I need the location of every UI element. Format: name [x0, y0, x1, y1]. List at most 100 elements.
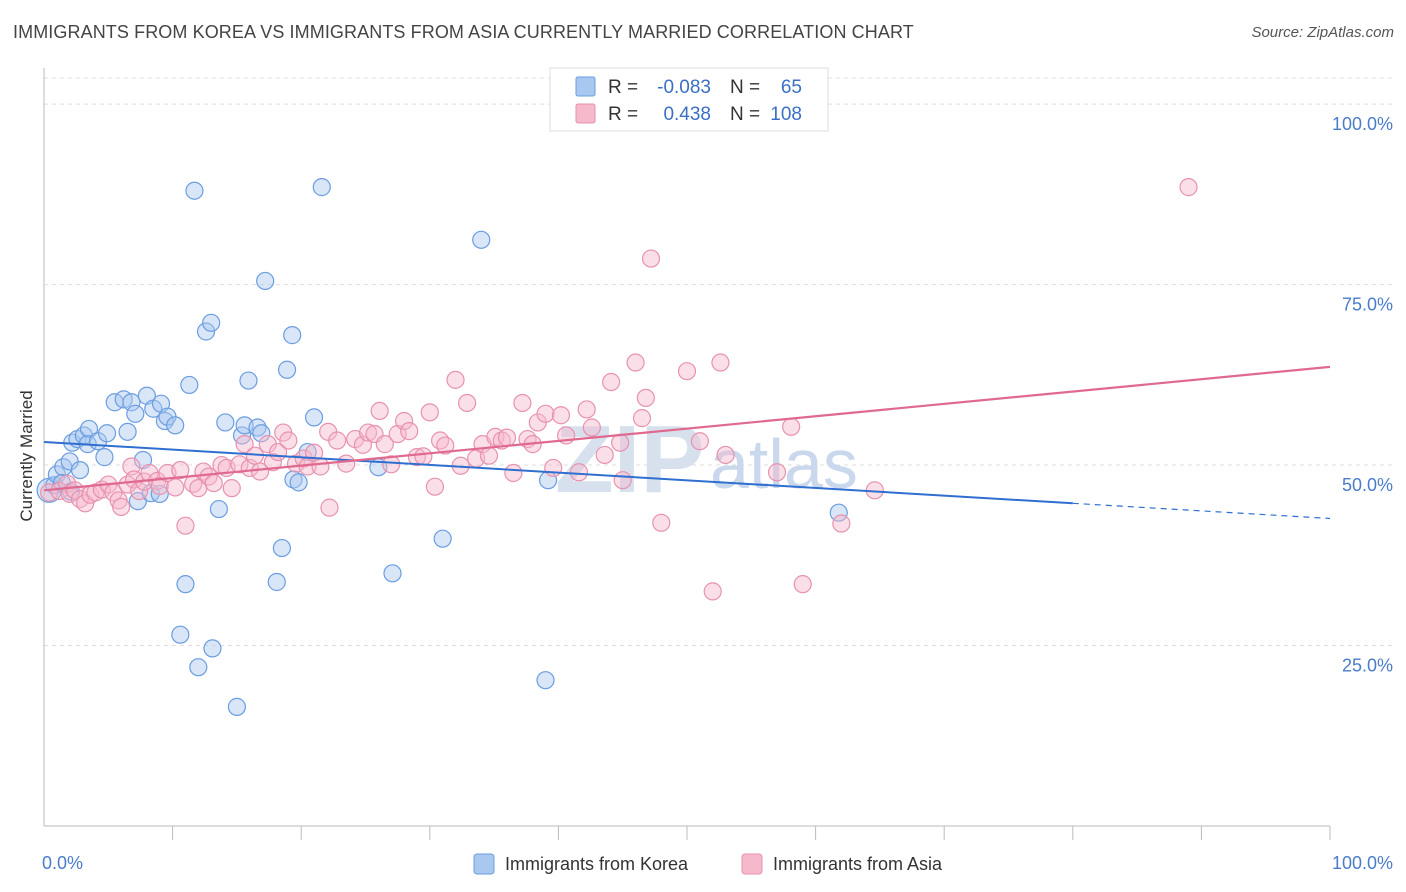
asia-point	[626, 353, 645, 372]
asia-point	[716, 445, 735, 465]
asia-point	[652, 513, 671, 532]
asia-point	[250, 462, 270, 481]
legend-n-label-asia: N =	[730, 104, 760, 125]
asia-point	[782, 417, 801, 436]
asia-point	[320, 498, 339, 517]
korea-point	[97, 424, 117, 443]
x-tick-label-min: 0.0%	[42, 853, 83, 873]
asia-point	[166, 478, 185, 497]
legend-n-value-korea: 65	[781, 77, 802, 98]
asia-point	[690, 432, 709, 451]
korea-point	[196, 322, 216, 341]
chart-title: IMMIGRANTS FROM KOREA VS IMMIGRANTS FROM…	[13, 22, 914, 42]
asia-point	[446, 370, 465, 389]
asia-point	[375, 435, 394, 454]
legend-swatch-korea	[575, 76, 596, 97]
asia-point	[711, 353, 730, 372]
legend-swatch-asia	[575, 103, 596, 124]
x-tick-label-max: 100.0%	[1332, 853, 1393, 873]
korea-point	[433, 529, 452, 548]
bottom-legend-label-korea: Immigrants from Korea	[505, 854, 689, 874]
asia-point	[235, 435, 254, 454]
asia-point	[611, 433, 630, 452]
asia-point	[569, 463, 589, 482]
asia-point	[793, 575, 812, 594]
asia-point	[370, 401, 389, 421]
asia-point	[513, 393, 532, 413]
korea-trend-line	[43, 440, 1073, 505]
asia-point	[420, 403, 439, 422]
asia-point	[358, 423, 378, 442]
korea-point	[216, 413, 235, 432]
asia-point	[577, 400, 596, 419]
asia-point	[112, 497, 131, 517]
legend-r-label-asia: R =	[608, 104, 638, 125]
korea-point	[166, 416, 185, 435]
asia-point	[204, 473, 223, 493]
asia-point	[171, 461, 190, 480]
asia-point	[703, 582, 722, 601]
asia-point	[504, 463, 523, 483]
korea-point	[267, 572, 286, 592]
y-tick-labels: 25.0% 50.0% 75.0% 100.0%	[1332, 114, 1393, 675]
asia-trend-line	[43, 365, 1331, 492]
korea-point	[185, 181, 204, 200]
asia-point	[222, 479, 241, 498]
asia-point	[582, 418, 601, 437]
korea-point	[180, 375, 199, 395]
top-legend: R = -0.083 N = 65 R = 0.438 N = 108	[549, 67, 829, 132]
legend-n-label-korea: N =	[730, 77, 760, 98]
korea-point	[202, 313, 221, 332]
asia-point	[677, 362, 697, 381]
asia-point	[400, 422, 419, 441]
asia-point	[425, 477, 445, 496]
bottom-legend: Immigrants from Korea Immigrants from As…	[473, 853, 943, 875]
y-tick-label: 100.0%	[1332, 114, 1393, 134]
asia-point	[337, 454, 356, 473]
korea-point	[171, 625, 190, 644]
korea-point	[122, 393, 141, 412]
asia-point	[602, 372, 621, 392]
korea-point	[203, 639, 222, 658]
korea-point	[79, 419, 99, 439]
asia-point	[279, 431, 298, 450]
korea-point	[272, 538, 292, 558]
asia-point	[176, 516, 195, 535]
legend-box	[549, 67, 829, 132]
korea-point	[289, 473, 308, 492]
source-credit: Source: ZipAtlas.com	[1251, 24, 1394, 41]
asia-point	[436, 436, 455, 455]
asia-point	[544, 458, 563, 478]
asia-point	[457, 393, 477, 413]
asia-point	[551, 406, 571, 425]
bottom-legend-swatch-korea	[473, 853, 495, 875]
y-tick-label: 75.0%	[1342, 295, 1393, 315]
korea-point	[189, 658, 208, 677]
asia-point	[595, 445, 614, 465]
y-axis-label: Currently Married	[17, 390, 36, 521]
asia-point	[130, 481, 149, 501]
asia-point	[636, 388, 655, 408]
korea-point	[239, 371, 258, 390]
korea-point	[472, 230, 491, 249]
asia-point	[50, 481, 69, 501]
korea-point	[126, 404, 145, 423]
korea-point	[536, 671, 555, 690]
asia-point	[230, 455, 249, 474]
asia-point	[497, 428, 517, 447]
korea-points	[36, 178, 848, 716]
asia-point	[394, 411, 414, 431]
korea-point	[118, 422, 137, 441]
y-tick-label: 50.0%	[1342, 475, 1393, 495]
asia-point	[613, 471, 632, 490]
watermark-atlas: atlas	[710, 425, 858, 503]
asia-point	[407, 448, 427, 467]
korea-trend-extension	[1072, 502, 1331, 520]
asia-point	[492, 431, 511, 450]
korea-point	[829, 503, 848, 522]
asia-point	[263, 453, 283, 472]
asia-point	[767, 463, 787, 482]
korea-point	[209, 499, 228, 519]
legend-r-value-korea: -0.083	[657, 77, 711, 98]
